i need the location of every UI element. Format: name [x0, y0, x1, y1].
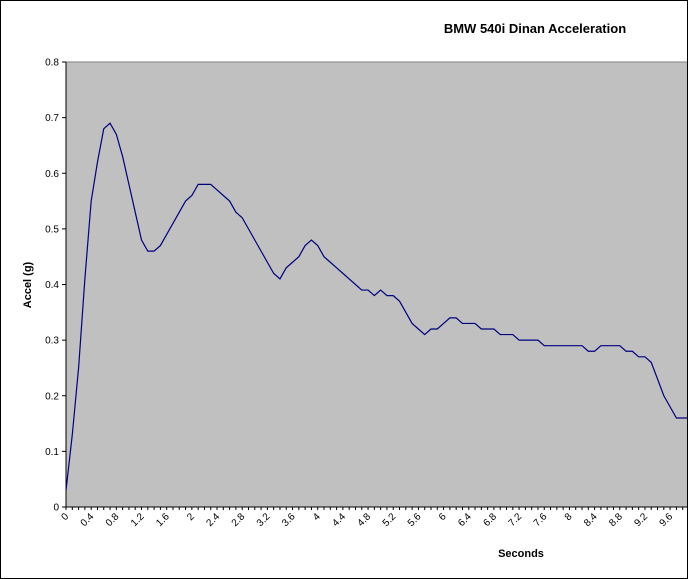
x-tick-label: 9.2 [632, 511, 650, 529]
y-tick-label: 0 [53, 503, 59, 514]
x-tick-label: 8.8 [607, 511, 625, 529]
y-tick-label: 0.4 [45, 280, 59, 291]
x-tick-label: 4 [311, 511, 323, 523]
x-tick-label: 9.6 [658, 511, 676, 529]
x-tick-label: 0.8 [104, 511, 122, 529]
x-tick-label: 2.4 [205, 511, 223, 529]
y-tick-label: 0.5 [45, 224, 59, 235]
y-tick-label: 0.8 [45, 58, 59, 69]
x-tick-label: 7.6 [532, 511, 550, 529]
y-axis: 0 0.1 0.2 0.3 0.4 0.5 0.6 0.7 0.8 [45, 58, 67, 514]
acceleration-line [65, 122, 687, 491]
chart-title: BMW 540i Dinan Acceleration [444, 21, 626, 36]
y-axis-title: Accel (g) [22, 261, 34, 308]
plot-area [65, 61, 687, 508]
x-axis-title: Seconds [498, 548, 544, 560]
y-tick-label: 0.6 [45, 169, 59, 180]
x-tick-label: 2.8 [230, 511, 248, 529]
x-tick-label: 2 [185, 511, 197, 523]
x-axis: 0 0.4 0.8 1.2 1.6 2 2.4 2.8 3.2 3.6 4 4.4 4.8 5.2 5.6 6… [59, 506, 687, 529]
y-tick-label: 0.3 [45, 336, 59, 347]
x-tick-label: 6.4 [456, 511, 474, 529]
x-tick-label: 7.2 [507, 511, 525, 529]
x-tick-label: 8.4 [582, 511, 600, 529]
x-tick-label: 5.6 [406, 511, 424, 529]
x-tick-label: 4.4 [330, 511, 348, 529]
x-tick-label: 1.6 [154, 511, 172, 529]
x-tick-label: 3.2 [255, 511, 273, 529]
x-tick-label: 5.2 [381, 511, 399, 529]
x-tick-label: 0 [59, 511, 71, 523]
y-tick-label: 0.2 [45, 391, 59, 402]
y-tick-label: 0.7 [45, 113, 59, 124]
x-tick-label: 3.6 [280, 511, 298, 529]
x-tick-label: 6 [437, 511, 449, 523]
x-tick-label: 6.8 [481, 511, 499, 529]
x-tick-label: 0.4 [79, 511, 97, 529]
y-tick-label: 0.1 [45, 447, 59, 458]
x-tick-label: 4.8 [356, 511, 374, 529]
x-tick-label: 1.2 [129, 511, 147, 529]
x-tick-label: 8 [563, 511, 575, 523]
